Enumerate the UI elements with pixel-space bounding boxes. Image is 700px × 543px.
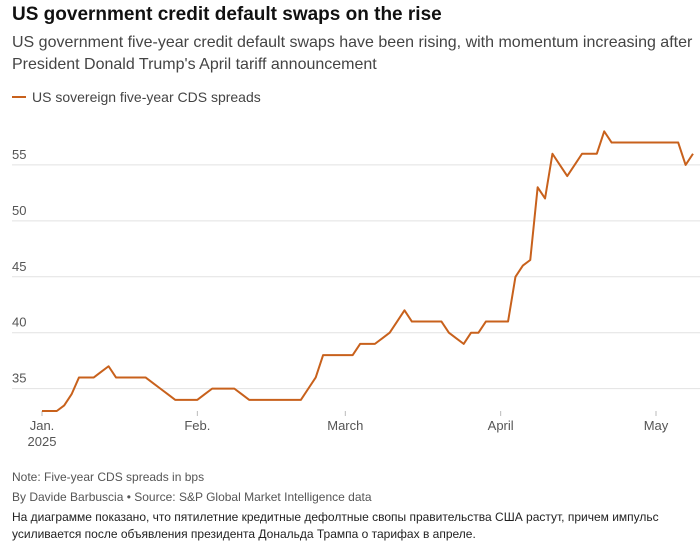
chart-subtitle: US government five-year credit default s…	[12, 34, 693, 73]
x-tick-label: May	[643, 418, 669, 433]
y-tick-label: 40	[12, 315, 26, 330]
legend-swatch	[12, 96, 26, 98]
byline: By Davide Barbuscia • Source: S&P Global…	[12, 490, 372, 504]
caption: На диаграмме показано, что пятилетние кр…	[12, 510, 659, 541]
note: Note: Five-year CDS spreads in bps	[12, 470, 205, 484]
x-tick-label: Jan. 2025	[27, 418, 57, 449]
x-tick-label: Feb.	[184, 418, 211, 433]
x-tick-label: April	[487, 418, 514, 433]
y-tick-label: 50	[12, 203, 26, 218]
data-line	[42, 130, 694, 412]
y-tick-label: 45	[12, 259, 26, 274]
legend-label: US sovereign five-year CDS spreads	[32, 89, 261, 105]
y-tick-label: 35	[12, 371, 26, 386]
chart-title: US government credit default swaps on th…	[12, 4, 442, 25]
y-tick-label: 55	[12, 147, 26, 162]
legend: US sovereign five-year CDS spreads	[12, 89, 261, 105]
x-tick-label: March	[327, 418, 364, 433]
